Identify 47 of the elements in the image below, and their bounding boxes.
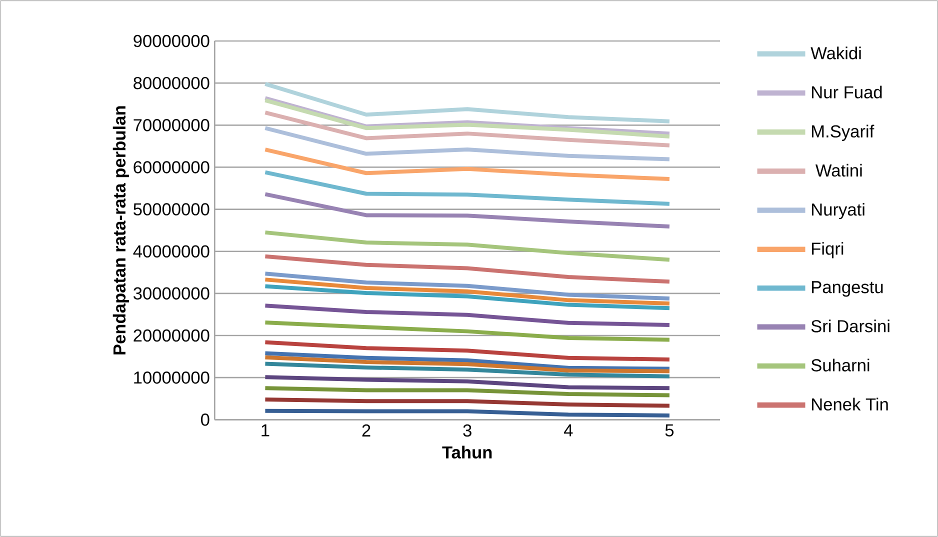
line-series [263, 362, 672, 378]
x-axis-title: Tahun [442, 446, 492, 459]
legend-label: Sri Darsini [811, 320, 890, 332]
line-series [263, 230, 672, 262]
y-tick-label: 70000000 [134, 119, 210, 132]
line-series [263, 304, 672, 327]
legend-label: Suharni [811, 358, 870, 372]
legend-label: Watini [815, 164, 862, 177]
line-series [263, 397, 672, 408]
line-series [263, 126, 672, 162]
y-tick-label: 80000000 [134, 76, 210, 90]
y-axis-title: Pendapatan rata-rata perbulan [112, 106, 130, 354]
y-tick-label: 90000000 [134, 34, 210, 48]
line-series [263, 355, 672, 374]
line-series [263, 320, 672, 342]
legend-label: Nur Fuad [812, 86, 882, 98]
x-tick-label: 1 [262, 424, 270, 436]
x-tick-label: 5 [665, 424, 674, 436]
line-series [263, 278, 672, 306]
x-tick-label: 3 [463, 424, 472, 437]
y-tick-label: 20000000 [134, 329, 210, 342]
y-tick-label: 30000000 [134, 287, 210, 300]
line-series [263, 272, 672, 300]
line-series [263, 340, 672, 362]
line-series [263, 170, 672, 206]
x-tick-label: 4 [564, 424, 573, 436]
legend-label: Nuryati [812, 202, 864, 220]
y-tick-label: 60000000 [134, 161, 210, 174]
legend-label: M.Syarif [812, 124, 874, 141]
line-series [263, 351, 672, 371]
line-series [263, 82, 672, 124]
legend-label: Nenek Tin [812, 398, 888, 411]
line-series [263, 386, 672, 398]
legend-label: Fiqri [812, 242, 844, 258]
line-series [263, 192, 672, 229]
y-tick-label: 10000000 [134, 371, 210, 384]
line-series [263, 110, 672, 148]
y-tick-label: 40000000 [133, 245, 210, 258]
legend-label: Pangestu [812, 281, 883, 297]
y-tick-label: 0 [200, 414, 210, 426]
line-series [263, 148, 672, 182]
line-series [263, 284, 672, 310]
x-tick-label: 2 [362, 424, 370, 436]
y-tick-label: 50000000 [134, 203, 210, 216]
line-series [263, 254, 672, 284]
legend-label: Wakidi [810, 46, 861, 60]
line-series [263, 375, 672, 390]
